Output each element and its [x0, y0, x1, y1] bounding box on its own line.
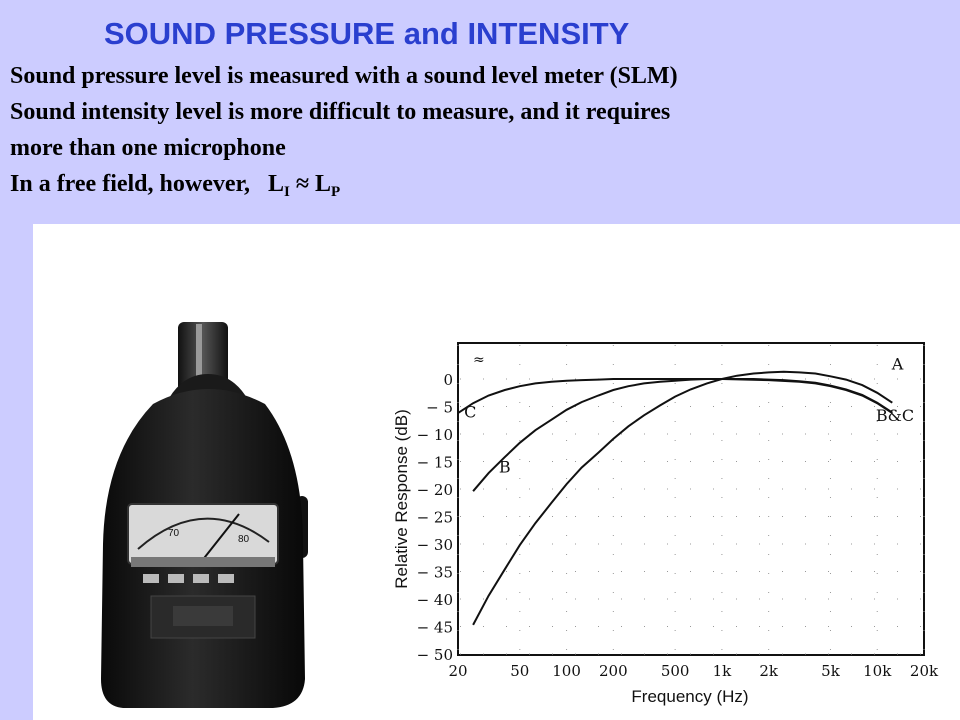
x-tick-label: 2k [759, 662, 779, 680]
y-tick-label: − 25 [417, 509, 453, 527]
control-button [218, 574, 234, 583]
body-line-3: more than one microphone [10, 135, 286, 161]
body-line-1: Sound pressure level is measured with a … [10, 63, 678, 89]
y-tick-label: − 45 [417, 619, 453, 637]
microphone-icon [178, 322, 228, 392]
control-button [168, 574, 184, 583]
y-tick-label: 0 [443, 371, 453, 389]
curve-b [472, 378, 893, 492]
control-button [143, 574, 159, 583]
y-tick-label: − 50 [417, 646, 453, 664]
curve-label-a: A [891, 355, 904, 374]
corner-mark: ≈ [473, 352, 485, 368]
free-field-prefix: In a free field, however, [10, 171, 250, 197]
y-tick-label: − 5 [426, 399, 453, 417]
pressure-subscript: P [331, 184, 341, 200]
curve-c [457, 378, 893, 414]
y-tick-label: − 20 [417, 481, 453, 499]
x-tick-label: 500 [661, 662, 690, 680]
y-tick-label: − 10 [417, 426, 453, 444]
x-tick-label: 10k [863, 662, 892, 680]
curve-label-c: C [464, 403, 476, 422]
curve-labels: A B C B&C [464, 355, 914, 477]
x-tick-label: 20 [448, 662, 467, 680]
curve-label-b: B [499, 458, 511, 477]
range-window [173, 606, 233, 626]
microphone-highlight [196, 324, 202, 388]
x-tick-label: 1k [713, 662, 733, 680]
y-tick-label: − 15 [417, 454, 453, 472]
body-line-2: Sound intensity level is more difficult … [10, 99, 671, 125]
body-line-free-field: In a free field, however, LI ≈ LP [10, 166, 950, 210]
dial-label-70: 70 [168, 528, 180, 539]
frequency-weighting-chart: 0 − 5 − 10 − 15 − 20 − 25 − 30 − 35 − 40 − 45 − 50… [392, 342, 939, 706]
plot-frame [457, 342, 925, 656]
figure-panel: 70 80 0 − 5 − 10 − 15 − 20 − 25 − 30 − 35 − 40 − … [33, 224, 960, 720]
intensity-level-symbol: L [267, 171, 284, 197]
slide-body: Sound pressure level is measured with a … [10, 58, 950, 210]
y-tick-label: − 40 [417, 591, 453, 609]
meter-brand-strip [131, 557, 275, 567]
x-tick-label: 50 [510, 662, 529, 680]
dial-arc [137, 517, 270, 550]
y-tick-label: − 30 [417, 536, 453, 554]
x-tick-label: 200 [599, 662, 628, 680]
control-button [193, 574, 209, 583]
dial-needle [200, 513, 240, 563]
weighting-curves [457, 370, 893, 626]
slide-title: SOUND PRESSURE and INTENSITY [104, 16, 630, 51]
sound-level-meter-illustration: 70 80 [101, 322, 308, 708]
x-tick-labels: 20 50 100 200 500 1k 2k 5k 10k 20k [448, 662, 939, 680]
x-tick-label: 100 [552, 662, 581, 680]
pressure-level-symbol: L [315, 171, 332, 197]
curve-label-b-and-c: B&C [876, 406, 914, 425]
y-axis-label: Relative Response (dB) [392, 409, 411, 589]
y-tick-label: − 35 [417, 564, 453, 582]
intensity-subscript: I [283, 184, 290, 200]
y-tick-labels: 0 − 5 − 10 − 15 − 20 − 25 − 30 − 35 − 40 − 45 − 50 [417, 371, 453, 664]
dial-label-80: 80 [238, 534, 250, 545]
x-tick-label: 20k [910, 662, 939, 680]
x-tick-label: 5k [821, 662, 841, 680]
approx-symbol: ≈ [295, 171, 309, 197]
curve-a [472, 370, 893, 626]
x-axis-label: Frequency (Hz) [631, 687, 748, 706]
